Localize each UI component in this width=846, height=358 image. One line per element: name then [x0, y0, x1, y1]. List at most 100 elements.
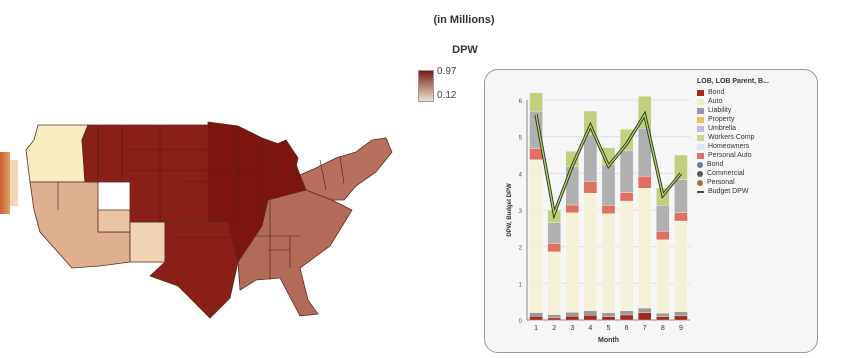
bar-segment-personal[interactable] — [674, 154, 688, 180]
bar-segment-bond[interactable] — [583, 315, 598, 321]
legend-item[interactable]: Homeowners — [697, 142, 815, 151]
bar-segment-commercial[interactable] — [601, 164, 616, 206]
legend-item[interactable]: Liability — [697, 106, 815, 115]
bar-segment-liability[interactable] — [583, 310, 598, 316]
legend-label: Auto — [708, 98, 723, 105]
legend-item[interactable]: Commercial — [697, 169, 815, 178]
map-legend-max: 0.97 — [437, 66, 457, 77]
map-legend-units: (in Millions) — [433, 14, 495, 26]
legend-swatch — [697, 98, 704, 105]
legend-swatch — [697, 125, 704, 132]
decorative-accent-bar-inner — [10, 160, 18, 206]
x-tick-label: 3 — [570, 325, 574, 332]
legend-label: Property — [708, 116, 735, 123]
legend-item[interactable]: Bond — [697, 160, 815, 169]
bar-segment-personal-auto[interactable] — [565, 204, 579, 213]
y-tick-label: 4 — [519, 172, 523, 178]
series-legend-title[interactable]: LOB, LOB Parent, B... — [697, 78, 769, 85]
bar-segment-homeowners[interactable] — [619, 200, 634, 311]
bar-segment-homeowners[interactable] — [656, 239, 670, 314]
legend-label: Bond — [708, 89, 725, 96]
legend-item[interactable]: Bond — [697, 88, 815, 97]
bar-segment-homeowners[interactable] — [583, 193, 598, 311]
map-region-new-mexico[interactable] — [129, 221, 166, 263]
bar-segment-bond[interactable] — [674, 315, 688, 321]
bar-segment-personal-auto[interactable] — [638, 176, 652, 189]
map-region-michigan[interactable] — [267, 139, 299, 177]
bar-segment-commercial[interactable] — [583, 134, 598, 182]
bar-segment-personal-auto[interactable] — [547, 243, 561, 252]
bar-segment-liability[interactable] — [656, 312, 670, 317]
legend-label: Bond — [707, 161, 724, 168]
legend-item[interactable]: Property — [697, 115, 815, 124]
bar-segment-bond[interactable] — [638, 312, 652, 321]
bar-segment-bond[interactable] — [565, 316, 579, 321]
bar-segment-commercial[interactable] — [656, 205, 670, 232]
legend-item[interactable]: Auto — [697, 97, 815, 106]
y-tick-label: 6 — [519, 99, 523, 105]
bar-segment-personal[interactable] — [619, 129, 634, 151]
y-tick-label: 1 — [519, 282, 523, 288]
legend-item[interactable]: Personal Auto — [697, 151, 815, 160]
x-tick-label: 7 — [643, 325, 647, 332]
bar-segment-liability[interactable] — [619, 310, 634, 316]
map-region-mountain-plains[interactable] — [81, 124, 209, 223]
bar-segment-homeowners[interactable] — [547, 251, 561, 315]
bar-segment-bond[interactable] — [656, 316, 670, 321]
legend-swatch — [697, 89, 704, 96]
bar-segment-homeowners[interactable] — [601, 213, 616, 313]
legend-swatch — [697, 134, 704, 141]
bar-segment-personal[interactable] — [529, 92, 543, 112]
map-region-northwest[interactable] — [25, 124, 89, 183]
bar-segment-bond[interactable] — [529, 316, 543, 321]
bar-segment-commercial[interactable] — [674, 179, 688, 213]
bar-segment-personal-auto[interactable] — [619, 192, 634, 202]
legend-label: Budget DPW — [708, 188, 749, 195]
map-region-southwest[interactable] — [97, 209, 131, 233]
x-tick-label: 4 — [588, 325, 592, 332]
legend-swatch — [697, 143, 704, 150]
legend-item[interactable]: Umbrella — [697, 124, 815, 133]
legend-swatch — [697, 179, 703, 186]
bar-segment-liability[interactable] — [601, 312, 616, 317]
bar-segment-liability[interactable] — [547, 314, 561, 319]
bar-segment-personal-auto[interactable] — [674, 212, 688, 222]
bar-segment-commercial[interactable] — [565, 166, 579, 206]
x-axis-title: Month — [598, 337, 619, 344]
legend-label: Personal — [707, 179, 735, 186]
bar-segment-homeowners[interactable] — [565, 212, 579, 313]
legend-item[interactable]: Budget DPW — [697, 187, 815, 196]
map-region-southeast[interactable] — [237, 189, 353, 317]
series-legend: LOB, LOB Parent, B... Bond Auto Liability P… — [697, 78, 815, 196]
bar-segment-homeowners[interactable] — [674, 220, 688, 312]
budget-dpw-line[interactable] — [535, 112, 682, 217]
bar-segment-liability[interactable] — [565, 312, 579, 317]
bar-segment-personal-auto[interactable] — [583, 181, 598, 194]
legend-item[interactable]: Personal — [697, 178, 815, 187]
bar-segment-commercial[interactable] — [547, 222, 561, 244]
bar-segment-liability[interactable] — [638, 307, 652, 313]
legend-label: Commercial — [707, 170, 745, 177]
bar-segment-liability[interactable] — [674, 311, 688, 317]
bar-segment-personal-auto[interactable] — [601, 205, 616, 214]
legend-label: Workers Comp — [708, 134, 755, 141]
stacked-bar-chart[interactable]: 0 1 2 3 4 5 6 1 2 3 4 5 6 7 8 9 Month DPW, Budget DPW — [485, 70, 819, 354]
bar-segment-personal-auto[interactable] — [529, 148, 543, 160]
bar-segment-commercial[interactable] — [619, 150, 634, 193]
bar-segment-bond[interactable] — [547, 317, 561, 321]
legend-swatch — [697, 170, 703, 177]
x-tick-label: 8 — [661, 325, 665, 332]
bar-segment-bond[interactable] — [619, 314, 634, 321]
bar-segment-liability[interactable] — [529, 312, 543, 317]
y-tick-label: 2 — [519, 246, 523, 252]
map-region-northeast[interactable] — [299, 137, 393, 201]
legend-swatch — [697, 152, 704, 159]
legend-label: Homeowners — [708, 143, 750, 150]
legend-item[interactable]: Workers Comp — [697, 133, 815, 142]
us-choropleth-map[interactable] — [0, 0, 410, 330]
bar-segment-personal-auto[interactable] — [656, 230, 670, 240]
chart-panel: 0 1 2 3 4 5 6 1 2 3 4 5 6 7 8 9 Month DPW, Budget DPW LOB… — [484, 69, 818, 353]
bar-segment-homeowners[interactable] — [638, 188, 652, 309]
bar-segment-homeowners[interactable] — [529, 159, 543, 313]
bar-segment-bond[interactable] — [601, 316, 616, 321]
